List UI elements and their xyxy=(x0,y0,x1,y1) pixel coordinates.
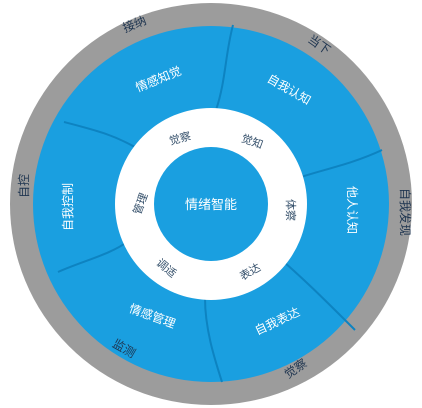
inner-label-top-left: 觉察 xyxy=(168,129,193,148)
inner-label-right: 体察 xyxy=(284,199,298,221)
center-circle xyxy=(154,147,268,261)
blue-label-left: 自我控制 xyxy=(61,183,75,231)
center-label: 情绪智能 xyxy=(185,198,237,213)
blue-label-right: 他人认知 xyxy=(345,186,359,234)
outer-label-right: 自我发现 xyxy=(398,188,413,236)
outer-label-left: 自控 xyxy=(17,174,31,198)
